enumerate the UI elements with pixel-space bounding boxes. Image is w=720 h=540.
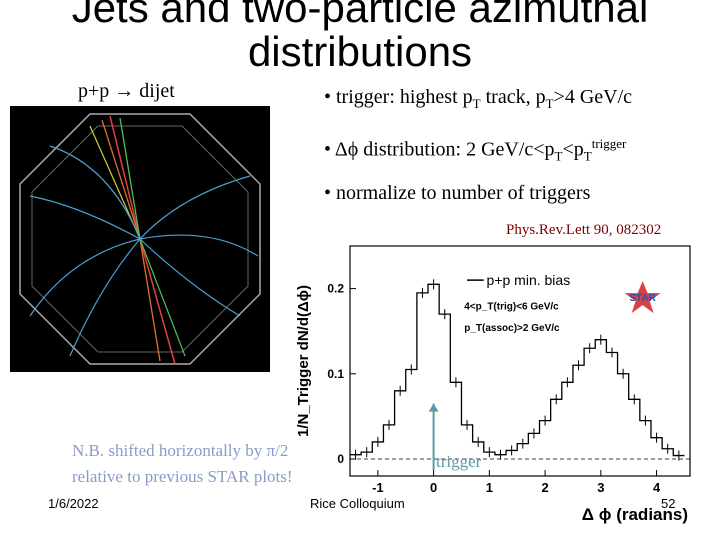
page-number: 52 — [661, 496, 676, 511]
y-axis-label: 1/N_Trigger dN/d(Δϕ) — [295, 285, 312, 437]
plot-frame — [349, 245, 691, 477]
x-tick-label: -1 — [372, 480, 384, 495]
star-logo-icon — [624, 281, 661, 314]
legend-trig-cut: 4<p_T(trig)<6 GeV/c — [464, 302, 559, 313]
slide-title: Jets and two-particle azimuthal distribu… — [71, 0, 649, 75]
x-axis-label: Δ ϕ (radians) — [582, 505, 688, 524]
reference-citation: Phys.Rev.Lett 90, 082302 — [506, 222, 662, 238]
y-tick-label: 0.1 — [327, 367, 344, 381]
data-series-line — [350, 283, 685, 457]
legend-assoc-cut: p_T(assoc)>2 GeV/c — [464, 323, 560, 334]
x-tick-label: 0 — [430, 480, 437, 495]
trigger-label: trigger — [436, 452, 482, 471]
x-tick-label: 2 — [541, 480, 548, 495]
azimuthal-distribution-chart: -1 0 1 2 3 4 0 0.1 0.2 1/N_Trigger dN/d(Δϕ) Δ ϕ (r… — [295, 245, 691, 524]
bullet-trigger: • trigger: highest pT track, pT>4 GeV/c — [324, 86, 633, 111]
bullet-normalize: • normalize to number of triggers — [324, 182, 591, 204]
star-logo-text: STAR — [629, 293, 656, 304]
footer-date: 1/6/2022 — [48, 496, 99, 511]
x-tick-label: 4 — [653, 480, 661, 495]
x-tick-label: 1 — [486, 480, 493, 495]
x-tick-label: 3 — [597, 480, 604, 495]
trigger-arrowhead — [428, 403, 439, 412]
bullet-dphi: • Δϕ distribution: 2 GeV/c<pT<pTtrigger — [324, 136, 627, 164]
y-tick-label: 0 — [337, 452, 344, 466]
legend-entry: p+p min. bias — [487, 272, 571, 288]
shift-note: N.B. shifted horizontally by π/2 relative… — [72, 441, 293, 486]
event-display-image — [10, 106, 270, 372]
subtitle: p+p → dijet — [78, 80, 175, 102]
y-tick-label: 0.2 — [327, 282, 344, 296]
footer-venue: Rice Colloquium — [310, 496, 405, 511]
